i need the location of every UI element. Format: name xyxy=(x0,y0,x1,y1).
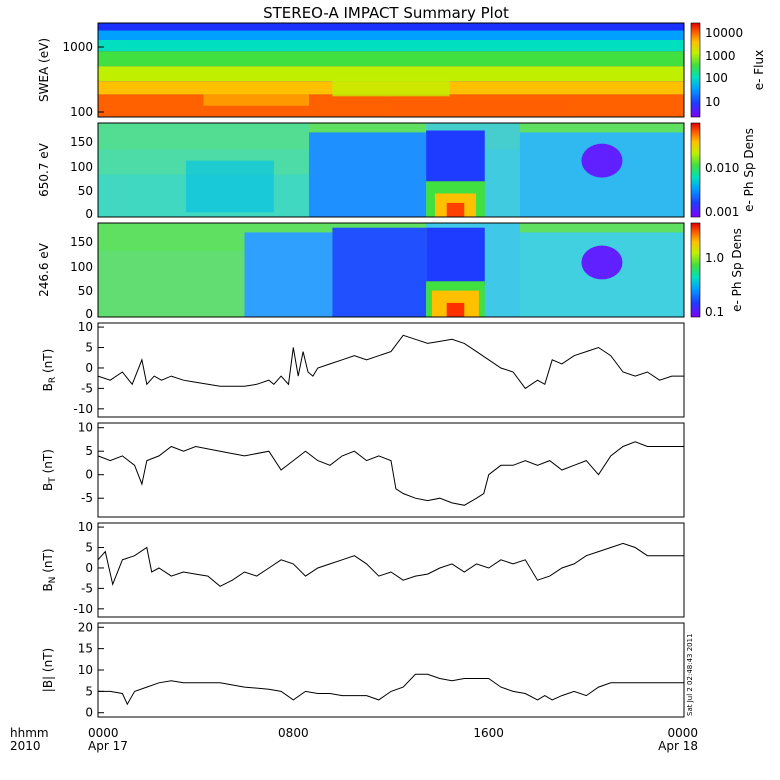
pad-246-ytick: 50 xyxy=(78,284,93,298)
pad-246-panel: 150 100 50 0 246.6 eV 1.0 0.1 e- Ph Sp D… xyxy=(37,222,744,321)
swea-ylabel: SWEA (eV) xyxy=(37,38,51,102)
pad-650-panel: 150 100 50 0 650.7 eV 0.010 0.001 e- Ph … xyxy=(37,122,756,221)
bmag-ytick-label: 10 xyxy=(78,663,93,677)
swea-cbar-tick: 10000 xyxy=(705,26,743,40)
bn-ylabel: BN (nT) xyxy=(41,548,58,591)
bmag-plot-area: 20 15 10 5 0 xyxy=(78,620,684,720)
bn-plot-area: 10 5 0 -5 -10 xyxy=(73,520,684,616)
pad-246-ytick: 0 xyxy=(85,307,93,321)
br-ylabel: BR (nT) xyxy=(41,349,58,392)
bmag-ytick-label: 0 xyxy=(85,706,93,720)
swea-cbar-tick: 100 xyxy=(705,71,728,85)
pad-246-cbar-tick: 1.0 xyxy=(705,251,724,265)
pad-246-ytick: 100 xyxy=(70,260,93,274)
br-plot-area: 10 5 0 -5 -10 xyxy=(73,320,684,416)
bmag-ylabel: |B| (nT) xyxy=(41,648,55,692)
pad-650-cbar-tick: 0.001 xyxy=(705,205,739,219)
pad-650-colorbar xyxy=(690,122,701,218)
bn-trace xyxy=(97,542,684,587)
pad-246-frame xyxy=(97,222,685,318)
bmag-trace xyxy=(98,673,684,706)
pad-650-ylabel: 650.7 eV xyxy=(37,142,51,197)
bn-ytick-label: -10 xyxy=(73,602,93,616)
pad-246-colorbar xyxy=(690,222,701,318)
bt-trace xyxy=(97,441,684,506)
br-trace xyxy=(97,334,684,390)
bn-ytick-label: 10 xyxy=(78,520,93,534)
pad-650-ytick: 0 xyxy=(85,207,93,221)
pad-650-ytick: 150 xyxy=(70,135,93,149)
bt-ylabel: BT (nT) xyxy=(41,449,58,491)
pad-246-spectrogram xyxy=(98,223,684,317)
swea-frame xyxy=(97,22,685,118)
bmag-ytick-label: 20 xyxy=(78,620,93,634)
swea-cbar-tick: 1000 xyxy=(705,49,736,63)
bn-frame xyxy=(97,522,685,618)
bn-panel: BN (nT) 10 5 0 -5 -10 xyxy=(41,520,685,618)
br-ytick-label: 0 xyxy=(85,361,93,375)
bt-ytick-label: -5 xyxy=(81,491,93,505)
x-tick-label: 0000 xyxy=(667,726,698,740)
bt-panel: BT (nT) 10 5 0 -5 xyxy=(41,421,685,518)
pad-246-cbar-tick: 0.1 xyxy=(705,305,724,319)
swea-colorbar xyxy=(690,22,701,118)
swea-ytick: 1000 xyxy=(62,40,93,54)
timestamp-label: Sat Jul 2 02:48:43 2011 xyxy=(686,633,694,716)
pad-246-cbar-label: e- Ph Sp Dens xyxy=(730,228,744,312)
bmag-panel: |B| (nT) 20 15 10 5 0 Sat Jul 2 02:48:43 201… xyxy=(41,620,694,719)
pad-650-cbar-label: e- Ph Sp Dens xyxy=(742,128,756,212)
br-ytick-label: 5 xyxy=(85,341,93,355)
swea-panel: 1000 100 SWEA (eV) 10000 1000 100 10 e- … xyxy=(37,22,766,119)
br-panel: BR (nT) 10 5 0 -5 -10 xyxy=(41,320,685,418)
x-tick-label: 0800 xyxy=(278,726,309,740)
x-date-label: Apr 18 xyxy=(658,739,698,753)
bt-ytick-label: 0 xyxy=(85,468,93,482)
pad-650-ytick: 100 xyxy=(70,160,93,174)
swea-ytick: 100 xyxy=(70,105,93,119)
bt-ytick-label: 5 xyxy=(85,444,93,458)
axis-corner-year: 2010 xyxy=(10,739,41,753)
swea-cbar-label: e- Flux xyxy=(752,50,766,90)
bmag-ytick-label: 15 xyxy=(78,642,93,656)
x-tick-label: 1600 xyxy=(473,726,504,740)
br-ytick-label: 10 xyxy=(78,320,93,334)
pad-650-frame xyxy=(97,122,685,218)
pad-246-ylabel: 246.6 eV xyxy=(37,242,51,297)
pad-650-cbar-tick: 0.010 xyxy=(705,161,739,175)
pad-650-spectrogram xyxy=(98,123,684,217)
bn-ytick-label: 0 xyxy=(85,561,93,575)
x-date-label: Apr 17 xyxy=(88,739,128,753)
bt-ytick-label: 10 xyxy=(78,421,93,435)
bn-ytick-label: 5 xyxy=(85,541,93,555)
pad-246-ytick: 150 xyxy=(70,235,93,249)
bt-plot-area: 10 5 0 -5 xyxy=(78,421,684,506)
x-tick-label: 0000 xyxy=(88,726,119,740)
bmag-frame xyxy=(97,622,685,718)
swea-cbar-tick: 10 xyxy=(705,95,720,109)
pad-650-ytick: 50 xyxy=(78,184,93,198)
br-ytick-label: -10 xyxy=(73,402,93,416)
bn-ytick-label: -5 xyxy=(81,581,93,595)
bt-frame xyxy=(97,422,685,518)
br-frame xyxy=(97,322,685,418)
axis-corner-hhmm: hhmm xyxy=(10,726,49,740)
br-ytick-label: -5 xyxy=(81,381,93,395)
plot-title: STEREO-A IMPACT Summary Plot xyxy=(263,4,509,22)
bmag-ytick-label: 5 xyxy=(85,684,93,698)
swea-spectrogram xyxy=(98,23,684,117)
